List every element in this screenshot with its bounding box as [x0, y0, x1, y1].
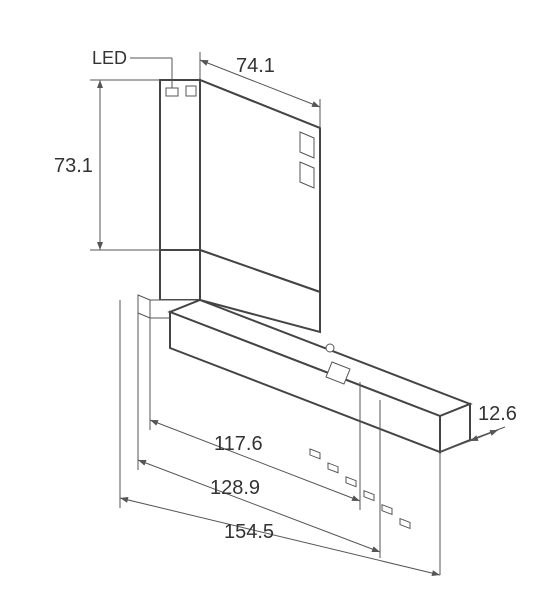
dim-height-text: 73.1	[54, 155, 93, 177]
dim-117-text: 117.6	[214, 433, 263, 455]
dim-width-text: 12.6	[478, 403, 517, 425]
dim-128-text: 128.9	[210, 477, 260, 499]
drawing-svg: LED 73.1 74.1 117.6 128.9 154.5	[0, 0, 549, 590]
module-body	[138, 80, 320, 332]
led-label: LED	[92, 48, 127, 68]
dim-154-text: 154.5	[224, 521, 274, 543]
dim-top-depth-text: 74.1	[236, 55, 275, 77]
led-callout: LED	[92, 48, 172, 80]
dim-height: 73.1	[54, 80, 160, 250]
diagram-container: { "type": "engineering-dimensioned-isome…	[0, 0, 549, 590]
